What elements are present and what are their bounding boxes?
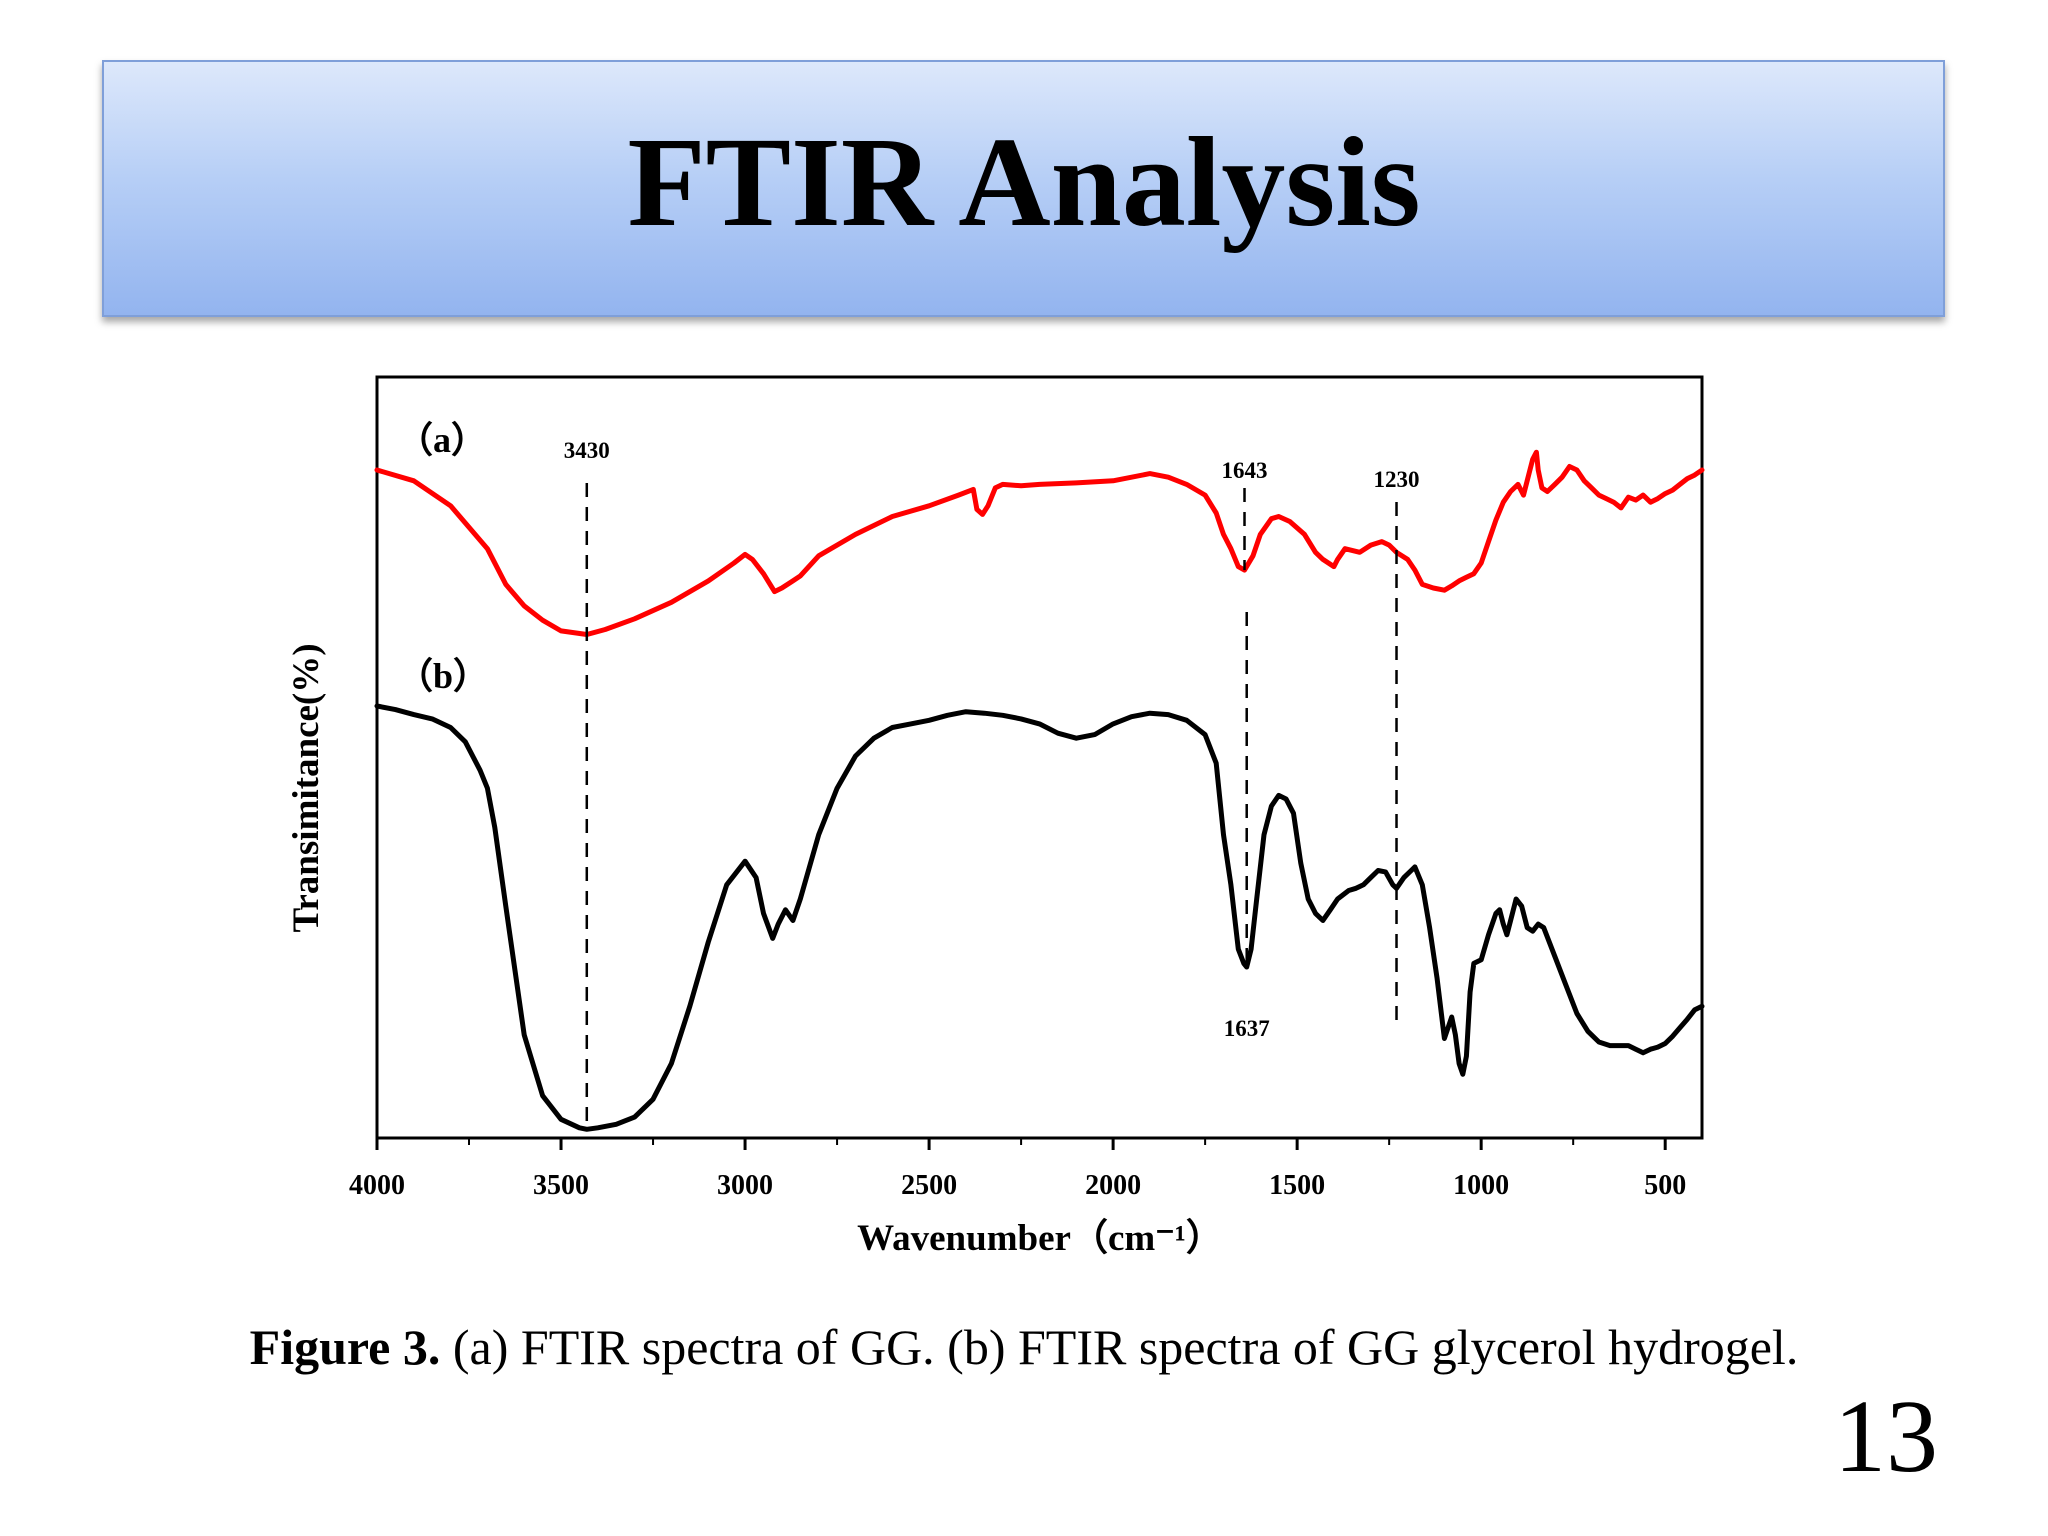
annotation-label: 3430 [564, 438, 610, 463]
x-tick-label: 3500 [533, 1170, 589, 1201]
annotation-label: 1230 [1374, 467, 1420, 492]
x-tick-label: 2000 [1085, 1170, 1141, 1201]
title-banner [102, 60, 1945, 317]
x-axis-ticks [375, 1138, 1667, 1150]
annotation-group: 3430 1643 1230 1637 [564, 438, 1420, 1130]
x-tick-label: 4000 [349, 1170, 405, 1201]
series-name-label: （a） [397, 420, 487, 460]
x-tick-label: 1000 [1453, 1170, 1509, 1201]
x-axis-tick-labels: 4000 3500 3000 2500 2000 1500 1000 500 [349, 1170, 1686, 1201]
series-line-a [374, 449, 1705, 637]
annotation-label: 1637 [1224, 1016, 1270, 1041]
slide-title: FTIR Analysis [627, 111, 1421, 253]
slide-number: 13 [1834, 1379, 1938, 1494]
series-name-label: （b） [397, 656, 489, 696]
x-axis-label: Wavenumber（cm⁻¹） [857, 1217, 1223, 1259]
series-group [374, 449, 1705, 1132]
x-tick-label: 500 [1644, 1170, 1686, 1201]
caption-text: (a) FTIR spectra of GG. (b) FTIR spectra… [440, 1319, 1799, 1375]
x-tick-label: 3000 [717, 1170, 773, 1201]
caption-label: Figure 3. [249, 1319, 441, 1375]
x-tick-label: 2500 [901, 1170, 957, 1201]
annotation-label: 1643 [1222, 458, 1268, 483]
series-labels: （a） （b） [397, 420, 489, 696]
x-tick-label: 1500 [1269, 1170, 1325, 1201]
figure-caption: Figure 3. (a) FTIR spectra of GG. (b) FT… [0, 1318, 2048, 1376]
y-axis-label: Transimitance(%) [286, 643, 327, 932]
series-line-b [374, 703, 1705, 1132]
plot-frame [375, 375, 1704, 1140]
